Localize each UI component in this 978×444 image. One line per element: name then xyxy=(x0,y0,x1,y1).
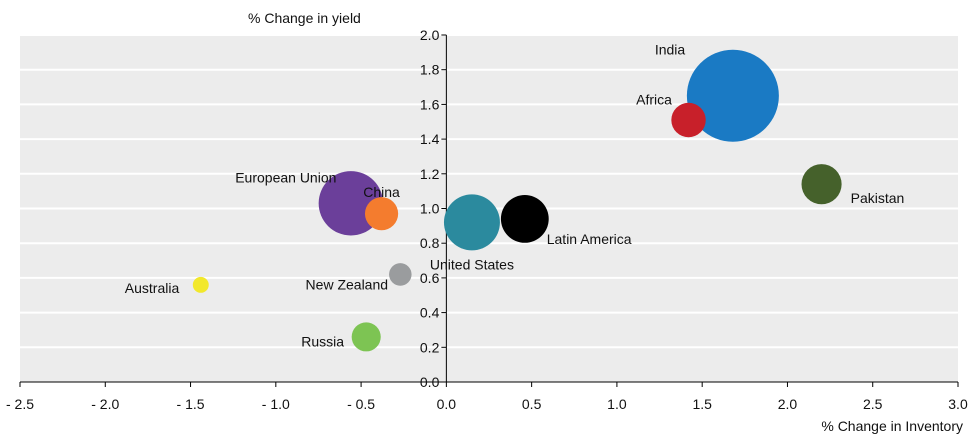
bubble-labels: India Africa Pakistan European Union China Un… xyxy=(125,42,905,350)
y-tick-label: 0.0 xyxy=(420,374,440,390)
bubble-russia xyxy=(351,322,381,352)
x-tick-label: 2.5 xyxy=(863,396,883,412)
bubble-label-european-union: European Union xyxy=(235,170,336,186)
y-axis-title: % Change in yield xyxy=(248,10,361,26)
y-tick-label: 1.2 xyxy=(420,166,440,182)
x-tick-labels: - 2.5 - 2.0 - 1.5 - 1.0 - 0.5 0.0 0.5 1.0 1.5 2.0… xyxy=(6,396,968,412)
bubble-india xyxy=(686,49,779,142)
bubble-new-zealand xyxy=(389,263,412,286)
x-tick-label: 1.0 xyxy=(607,396,627,412)
x-axis-title: % Change in Inventory xyxy=(821,418,963,434)
x-tick-label: 1.5 xyxy=(692,396,712,412)
bubble-label-russia: Russia xyxy=(301,333,344,349)
bubble-label-latin-america: Latin America xyxy=(547,231,632,247)
bubble-label-new-zealand: New Zealand xyxy=(306,277,389,293)
bubble-label-india: India xyxy=(655,42,686,58)
y-tick-label: 2.0 xyxy=(420,27,440,43)
x-tick-label: - 0.5 xyxy=(347,396,375,412)
y-tick-labels: 0.0 0.2 0.4 0.6 0.8 1.0 1.2 1.4 1.6 1.8 2.0 xyxy=(420,27,440,390)
y-tick-label: 1.0 xyxy=(420,201,440,217)
bubble-united-states xyxy=(443,194,500,251)
x-tick-label: - 1.5 xyxy=(177,396,205,412)
bubble-label-australia: Australia xyxy=(125,280,180,296)
bubble-label-united-states: United States xyxy=(430,256,514,272)
x-tick-label: 0.0 xyxy=(437,396,457,412)
y-tick-label: 1.4 xyxy=(420,131,440,147)
bubble-label-pakistan: Pakistan xyxy=(851,190,905,206)
y-tick-label: 0.4 xyxy=(420,305,440,321)
bubble-latin-america xyxy=(500,195,549,243)
bubbles xyxy=(192,49,842,352)
y-tick-label: 0.6 xyxy=(420,270,440,286)
x-tick-label: - 2.0 xyxy=(91,396,119,412)
bubble-label-africa: Africa xyxy=(636,91,672,107)
gridlines xyxy=(20,34,958,349)
bubble-africa xyxy=(671,102,706,138)
x-tick-marks xyxy=(19,382,959,387)
y-tick-marks xyxy=(441,34,447,383)
bubble-label-china: China xyxy=(363,184,400,200)
y-tick-label: 1.6 xyxy=(420,96,440,112)
x-tick-label: 0.5 xyxy=(522,396,542,412)
bubble-china xyxy=(364,197,399,231)
y-tick-label: 0.8 xyxy=(420,235,440,251)
x-tick-label: - 1.0 xyxy=(262,396,290,412)
y-tick-label: 1.8 xyxy=(420,62,440,78)
bubble-australia xyxy=(192,276,209,293)
x-tick-label: 3.0 xyxy=(948,396,968,412)
x-tick-label: - 2.5 xyxy=(6,396,34,412)
x-tick-label: 2.0 xyxy=(778,396,798,412)
bubble-pakistan xyxy=(801,164,842,205)
y-tick-label: 0.2 xyxy=(420,339,440,355)
